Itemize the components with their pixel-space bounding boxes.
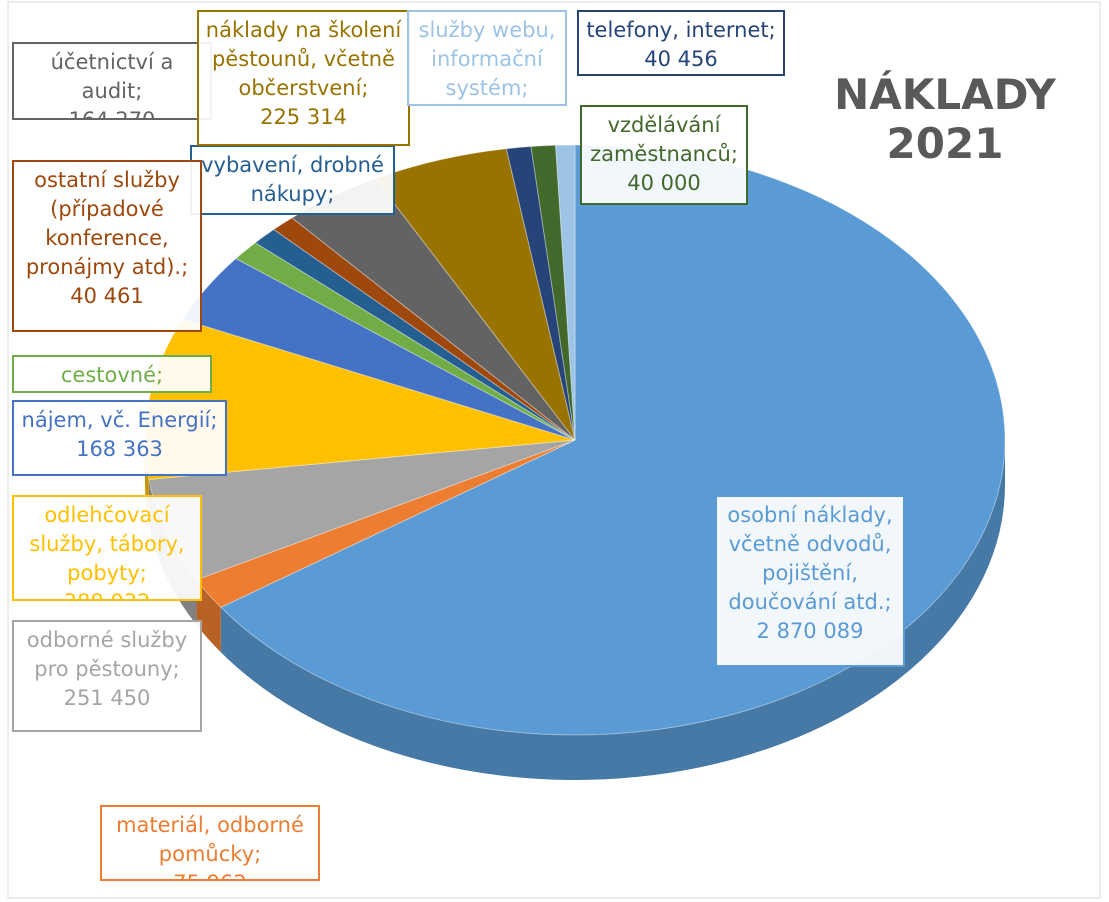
label-value: 40 456 xyxy=(644,47,718,71)
slice xyxy=(555,144,576,441)
label-category: telefony, internet; xyxy=(586,18,776,42)
data-label: vzdělávání zaměstnanců; 40 000 xyxy=(580,105,748,205)
label-category: osobní náklady, včetně odvodů, pojištění… xyxy=(727,503,893,614)
label-category: služby webu, informační systém; xyxy=(418,18,556,100)
label-value: 40 000 xyxy=(627,171,701,195)
label-value: 168 363 xyxy=(76,437,163,461)
label-value: 251 450 xyxy=(63,686,151,710)
label-value: 48 979 xyxy=(20,390,204,391)
data-label: náklady na školení pěstounů, včetně obče… xyxy=(197,10,410,146)
label-value: 388 032 xyxy=(20,588,194,599)
data-label: služby webu, informační systém; 31 516 xyxy=(407,10,567,106)
data-label: odborné služby pro pěstouny; 251 450 xyxy=(12,620,202,732)
data-label: odlehčovací služby, tábory, pobyty; 388 0… xyxy=(12,495,202,601)
slice xyxy=(272,217,576,441)
label-category: odborné služby pro pěstouny; xyxy=(26,628,188,681)
chart-frame xyxy=(7,1,1101,899)
data-label: vybavení, drobné nákupy; 43 366 xyxy=(190,145,395,215)
label-value: 2 870 089 xyxy=(756,619,864,643)
label-category: nájem, vč. Energií; xyxy=(21,408,218,432)
label-category: odlehčovací služby, tábory, pobyty; xyxy=(29,503,185,585)
data-label: telefony, internet; 40 456 xyxy=(577,10,785,76)
label-category: vzdělávání zaměstnanců; xyxy=(590,113,738,166)
data-label: materiál, odborné pomůcky; 75 962 xyxy=(100,805,320,881)
data-label: osobní náklady, včetně odvodů, pojištění… xyxy=(715,495,905,667)
slice-side xyxy=(220,440,1006,780)
label-value: 164 270 xyxy=(68,108,156,120)
label-category: účetnictví a audit; xyxy=(50,50,174,103)
data-label: nájem, vč. Energií; 168 363 xyxy=(12,400,227,476)
data-label: ostatní služby (případové konference, pr… xyxy=(12,160,202,332)
label-value: 43 366 xyxy=(198,209,387,213)
slice xyxy=(505,146,576,441)
label-value: 31 516 xyxy=(415,103,559,104)
label-category: vybavení, drobné nákupy; xyxy=(201,153,384,206)
data-label: účetnictví a audit; 164 270 xyxy=(12,42,212,120)
label-category: náklady na školení pěstounů, včetně obče… xyxy=(205,18,402,100)
chart-title: NÁKLADY 2021 xyxy=(834,70,1056,168)
slice-side xyxy=(196,579,221,653)
label-value: 75 962 xyxy=(108,869,312,879)
label-category: ostatní služby (případové konference, pr… xyxy=(25,168,189,279)
slice xyxy=(530,144,576,441)
data-label: cestovné; 48 979 xyxy=(12,355,212,393)
label-value: 225 314 xyxy=(260,105,347,129)
label-value: 40 461 xyxy=(70,284,144,308)
slice xyxy=(254,228,576,441)
label-category: materiál, odborné pomůcky; xyxy=(116,813,304,866)
label-category: cestovné; xyxy=(60,363,164,387)
slice xyxy=(235,242,576,441)
